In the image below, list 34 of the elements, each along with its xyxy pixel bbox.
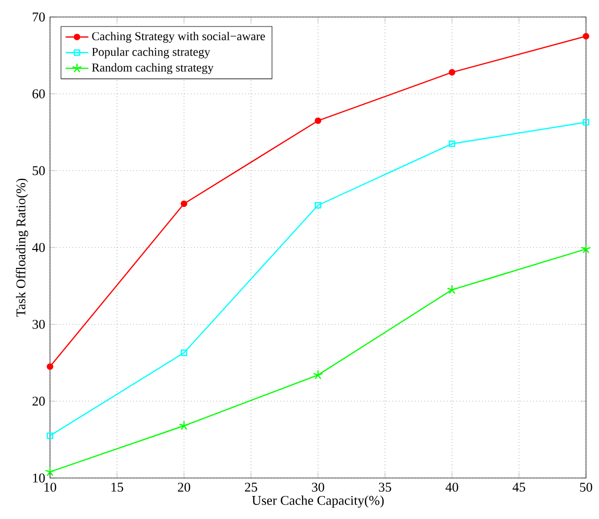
x-tick-label: 15: [112, 482, 124, 492]
x-tick-label: 35: [378, 482, 392, 492]
x-tick-label: 25: [244, 482, 258, 492]
x-tick-label: 10: [44, 482, 56, 492]
legend-label: Random caching strategy: [92, 63, 214, 74]
point: [448, 69, 456, 76]
x-tick-label: 20: [178, 482, 190, 492]
x-axis-title: User Cache Capacity(%): [252, 496, 384, 508]
point: [314, 202, 322, 209]
point: [180, 200, 188, 207]
point: [312, 370, 324, 380]
y-tick-label: 60: [32, 89, 45, 98]
y-tick-label: 30: [32, 320, 45, 329]
point: [178, 420, 190, 430]
legend-label: Caching Strategy with social−aware: [92, 32, 265, 43]
point: [446, 284, 458, 294]
point: [582, 32, 590, 40]
x-tick-label: 40: [446, 482, 458, 492]
point: [448, 140, 456, 148]
y-tick-label: 20: [32, 396, 45, 406]
y-tick-label: 50: [32, 166, 45, 176]
y-tick-label: 40: [32, 243, 45, 252]
y-axis-title: Task Offloading Ratio(%): [16, 178, 28, 317]
point: [582, 118, 590, 126]
point: [314, 117, 322, 124]
point: [46, 432, 54, 440]
x-tick-label: 30: [312, 482, 324, 492]
x-tick-label: 45: [512, 482, 526, 492]
y-tick-label: 10: [33, 474, 45, 482]
point: [46, 363, 54, 370]
y-tick-label: 70: [32, 12, 45, 22]
x-tick-label: 50: [580, 482, 592, 492]
point: [180, 349, 188, 356]
legend-label: Popular caching strategy: [92, 47, 210, 58]
